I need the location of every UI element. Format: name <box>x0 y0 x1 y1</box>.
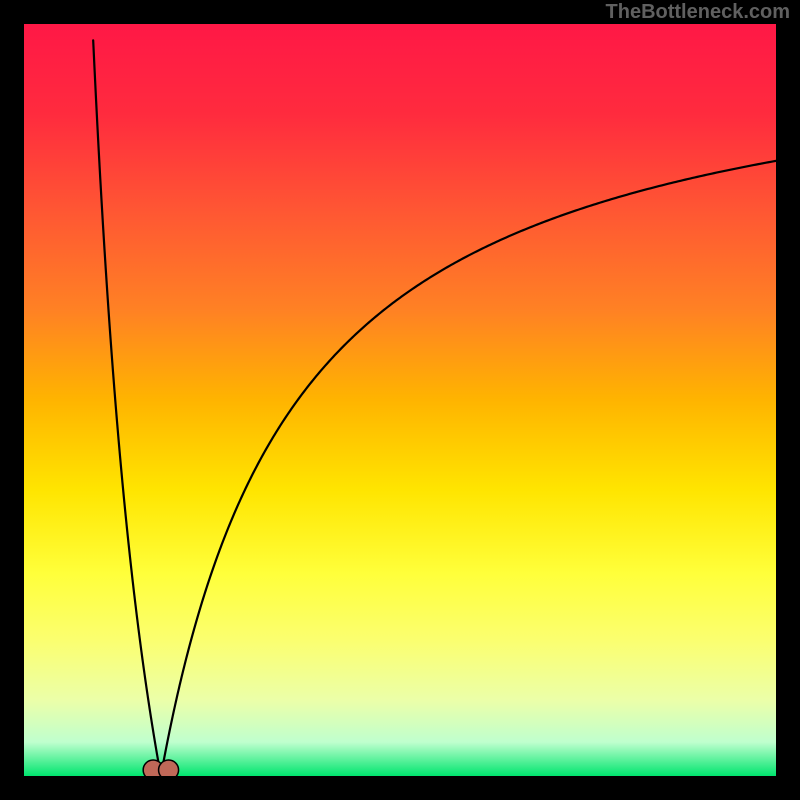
chart-root: TheBottleneck.com <box>0 0 800 800</box>
plot-gradient-background <box>24 24 776 776</box>
chart-svg: TheBottleneck.com <box>0 0 800 800</box>
attribution-text: TheBottleneck.com <box>606 1 790 23</box>
